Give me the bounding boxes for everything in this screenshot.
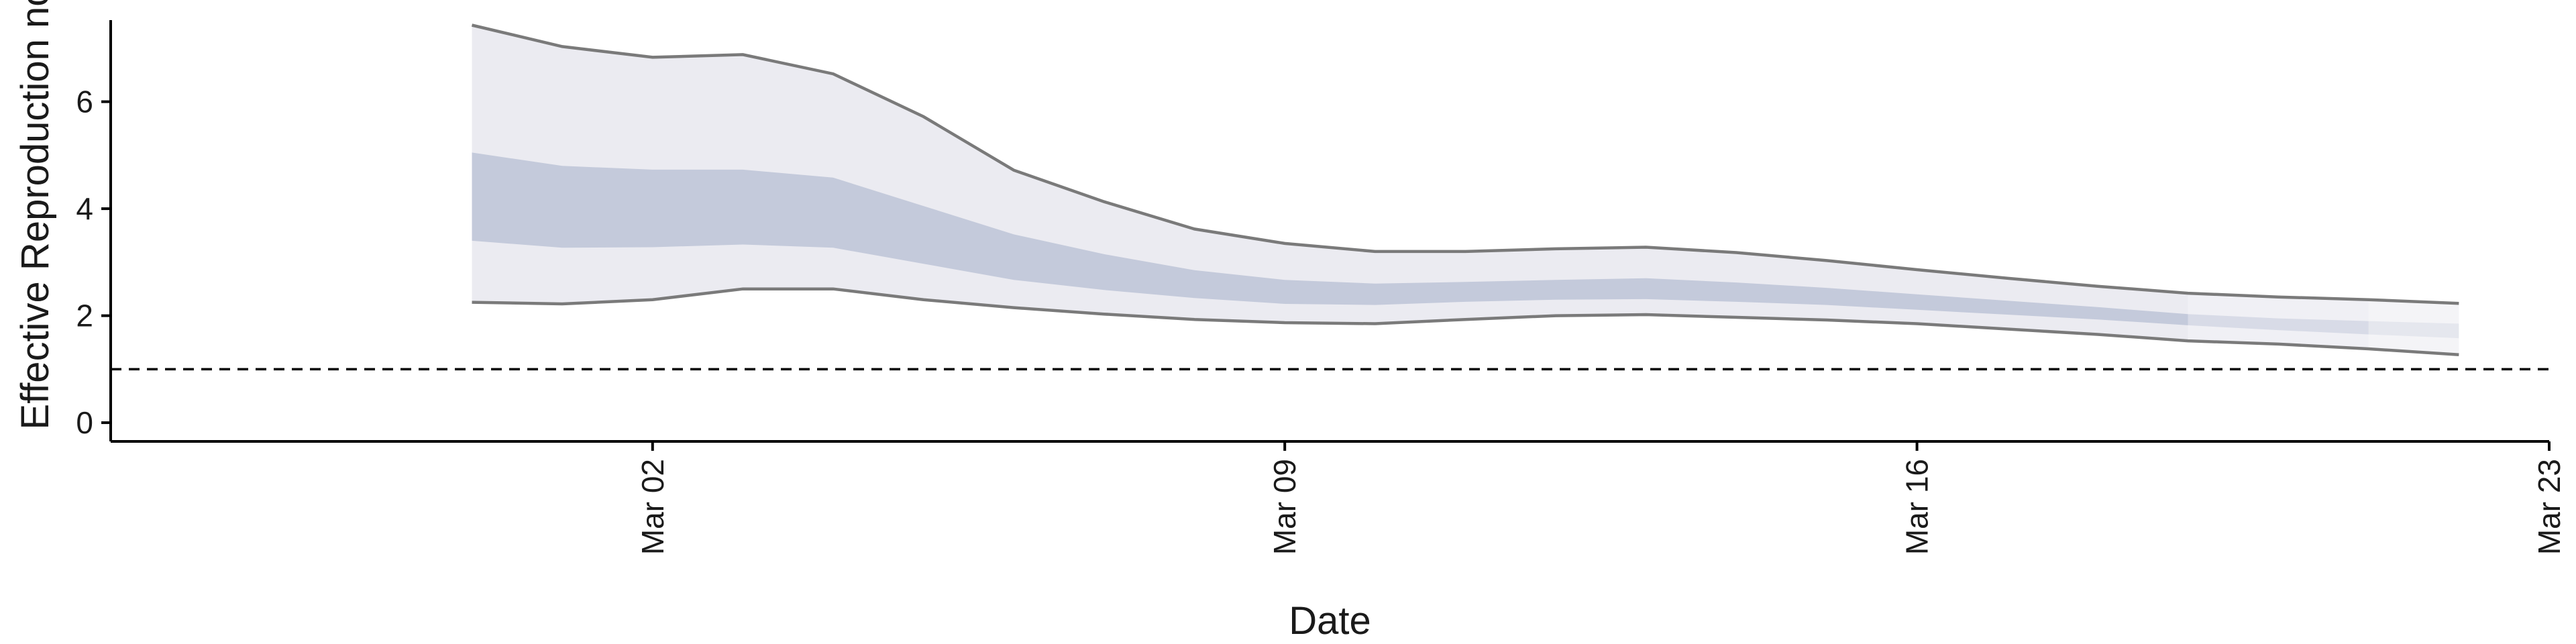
plot-area (111, 23, 2549, 371)
y-tick-label: 2 (76, 299, 93, 333)
y-tick-label: 4 (76, 191, 93, 226)
y-axis-title: Effective Reproduction no (13, 0, 57, 430)
axes: 0 2 4 6 Mar 02 Mar 09 Mar 16 Mar 23 (76, 20, 2567, 555)
x-axis-title: Date (1289, 599, 1371, 643)
outer-band-estimate (472, 25, 2188, 341)
x-tick-label: Mar 23 (2532, 459, 2567, 555)
lower-bound-line (472, 287, 2459, 357)
y-tick-label: 0 (76, 405, 93, 440)
x-tick-label: Mar 09 (1267, 459, 1302, 555)
upper-bound-line (471, 23, 2459, 305)
inner-band-estimate-partial (2188, 314, 2369, 335)
inner-band-estimate (472, 152, 2188, 325)
outer-band-forecast (2368, 299, 2459, 355)
x-tick-label: Mar 16 (1900, 459, 1935, 555)
y-tick-label: 6 (76, 85, 93, 119)
x-tick-label: Mar 02 (635, 459, 670, 555)
inner-band-forecast (2368, 321, 2459, 339)
